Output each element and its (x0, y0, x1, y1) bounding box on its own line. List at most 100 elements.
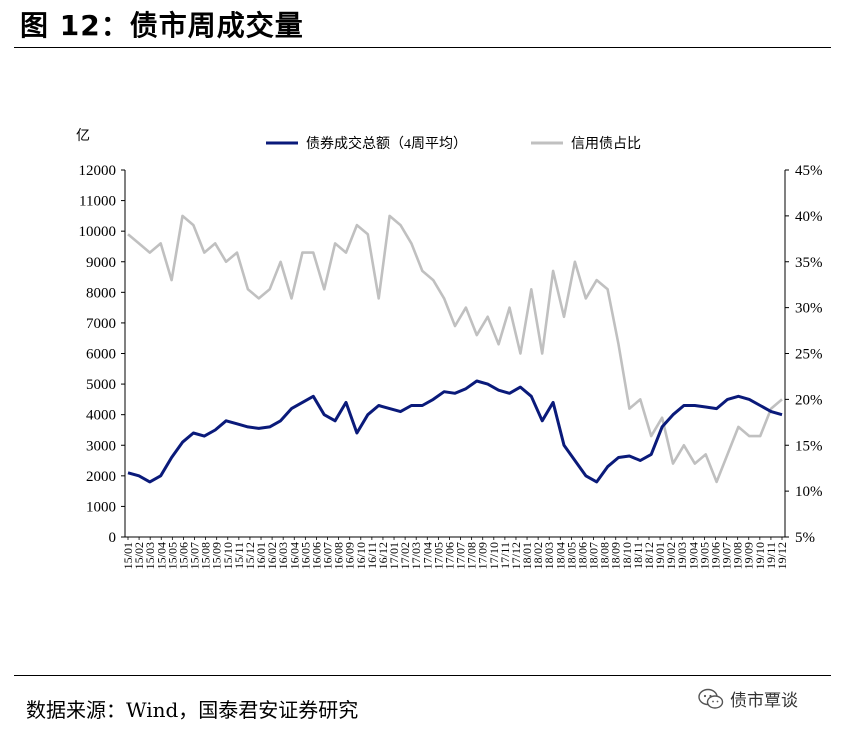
x-tick-label: 16/01 (254, 542, 268, 569)
x-tick-label: 19/09 (742, 542, 756, 569)
x-tick-label: 19/02 (664, 542, 678, 569)
x-tick-label: 17/01 (387, 542, 401, 569)
figure-title: 图 12：债市周成交量 (20, 9, 304, 42)
x-tick-label: 16/03 (276, 542, 290, 569)
x-tick-label: 16/04 (287, 542, 301, 569)
right-tick-label: 45% (795, 163, 823, 179)
x-tick-label: 15/09 (210, 542, 224, 569)
x-tick-label: 18/02 (531, 542, 545, 569)
right-tick-label: 10% (795, 484, 823, 500)
x-tick-label: 19/12 (775, 542, 789, 569)
x-tick-label: 15/10 (221, 542, 235, 569)
right-tick-label: 20% (795, 392, 823, 408)
x-tick-label: 15/06 (176, 542, 190, 569)
right-tick-label: 40% (795, 209, 823, 225)
x-tick-label: 16/05 (298, 542, 312, 569)
left-tick-label: 12000 (79, 163, 117, 179)
x-tick-label: 17/11 (498, 542, 512, 569)
series-line-trading-volume (127, 379, 783, 484)
x-tick-label: 18/05 (564, 542, 578, 569)
x-tick-label: 17/02 (398, 542, 412, 569)
legend-label-credit-share: 信用债占比 (571, 136, 641, 152)
left-axis: 0 1000 2000 3000 4000 5000 6000 7000 8000 9000 100… (79, 163, 126, 546)
left-tick-label: 0 (109, 530, 117, 546)
x-tick-label: 15/02 (132, 542, 146, 569)
series-line-credit-share (127, 214, 783, 484)
x-tick-label: 17/12 (509, 542, 523, 569)
x-tick-label: 18/10 (620, 542, 634, 569)
left-tick-label: 1000 (86, 499, 116, 515)
x-tick-label: 15/12 (243, 542, 257, 569)
right-tick-label: 35% (795, 255, 823, 271)
x-tick-label: 15/01 (121, 542, 135, 569)
x-tick-label: 15/08 (199, 542, 213, 569)
x-tick-label: 17/08 (465, 542, 479, 569)
x-tick-label: 18/11 (631, 542, 645, 569)
x-tick-label: 19/03 (675, 542, 689, 569)
x-tick-label: 17/10 (487, 542, 501, 569)
x-tick-label: 16/11 (365, 542, 379, 569)
x-tick-label: 19/04 (686, 542, 700, 569)
x-tick-label: 19/07 (720, 542, 734, 569)
left-tick-label: 6000 (86, 347, 116, 363)
x-tick-label: 16/07 (321, 542, 335, 569)
left-tick-label: 8000 (86, 285, 116, 301)
series-lines (127, 214, 783, 484)
chart-canvas: 0 1000 2000 3000 4000 5000 6000 7000 8000 9000 100… (76, 128, 823, 569)
left-tick-label: 10000 (79, 224, 117, 240)
x-tick-label: 18/03 (542, 542, 556, 569)
x-tick-label: 15/03 (143, 542, 157, 569)
watermark-text: 债市覃谈 (730, 691, 798, 711)
x-axis: 15/0115/0215/0315/0415/0515/0615/0715/08… (121, 536, 789, 569)
x-tick-label: 15/07 (188, 542, 202, 569)
x-tick-label: 18/08 (598, 542, 612, 569)
x-tick-label: 16/06 (309, 542, 323, 569)
source-divider (14, 675, 831, 676)
legend: 债券成交总额（4周平均） 信用债占比 (266, 135, 641, 152)
x-tick-label: 19/08 (731, 542, 745, 569)
x-tick-label: 17/07 (454, 542, 468, 569)
left-axis-unit: 亿 (76, 128, 90, 144)
x-tick-label: 16/02 (265, 542, 279, 569)
x-tick-label: 17/09 (476, 542, 490, 569)
left-tick-label: 4000 (86, 408, 116, 424)
x-tick-label: 19/01 (653, 542, 667, 569)
x-tick-label: 17/06 (442, 542, 456, 569)
x-tick-label: 19/10 (753, 542, 767, 569)
x-tick-label: 18/04 (553, 542, 567, 569)
left-tick-label: 9000 (86, 255, 116, 271)
left-tick-label: 7000 (86, 316, 116, 332)
x-tick-label: 18/06 (575, 542, 589, 569)
x-tick-label: 18/01 (520, 542, 534, 569)
right-tick-label: 5% (795, 530, 815, 546)
x-tick-label: 19/05 (697, 542, 711, 569)
x-tick-label: 16/12 (376, 542, 390, 569)
x-tick-label: 16/08 (332, 542, 346, 569)
x-tick-label: 18/12 (642, 542, 656, 569)
source-note: 数据来源：Wind，国泰君安证券研究 (26, 698, 359, 722)
wechat-icon (698, 688, 724, 709)
x-tick-label: 19/11 (764, 542, 778, 569)
right-tick-label: 25% (795, 347, 823, 363)
x-tick-label: 18/09 (609, 542, 623, 569)
left-tick-label: 3000 (86, 438, 116, 454)
x-tick-label: 17/05 (431, 542, 445, 569)
x-tick-label: 15/05 (165, 542, 179, 569)
title-divider (14, 47, 831, 48)
x-tick-label: 15/11 (232, 542, 246, 569)
right-axis: 5% 10% 15% 20% 25% 30% 35% 40% 45% (784, 163, 823, 546)
left-tick-label: 2000 (86, 469, 116, 485)
right-tick-label: 30% (795, 301, 823, 317)
x-tick-label: 15/04 (154, 542, 168, 569)
left-tick-label: 11000 (79, 194, 116, 210)
watermark: 债市覃谈 (698, 686, 798, 711)
left-tick-label: 5000 (86, 377, 116, 393)
x-tick-label: 18/07 (587, 542, 601, 569)
legend-label-trading-volume: 债券成交总额（4周平均） (306, 135, 467, 152)
x-tick-label: 16/09 (343, 542, 357, 569)
x-tick-label: 16/10 (354, 542, 368, 569)
x-tick-label: 19/06 (708, 542, 722, 569)
right-tick-label: 15% (795, 438, 823, 454)
x-tick-label: 17/04 (420, 542, 434, 569)
x-tick-label: 17/03 (409, 542, 423, 569)
